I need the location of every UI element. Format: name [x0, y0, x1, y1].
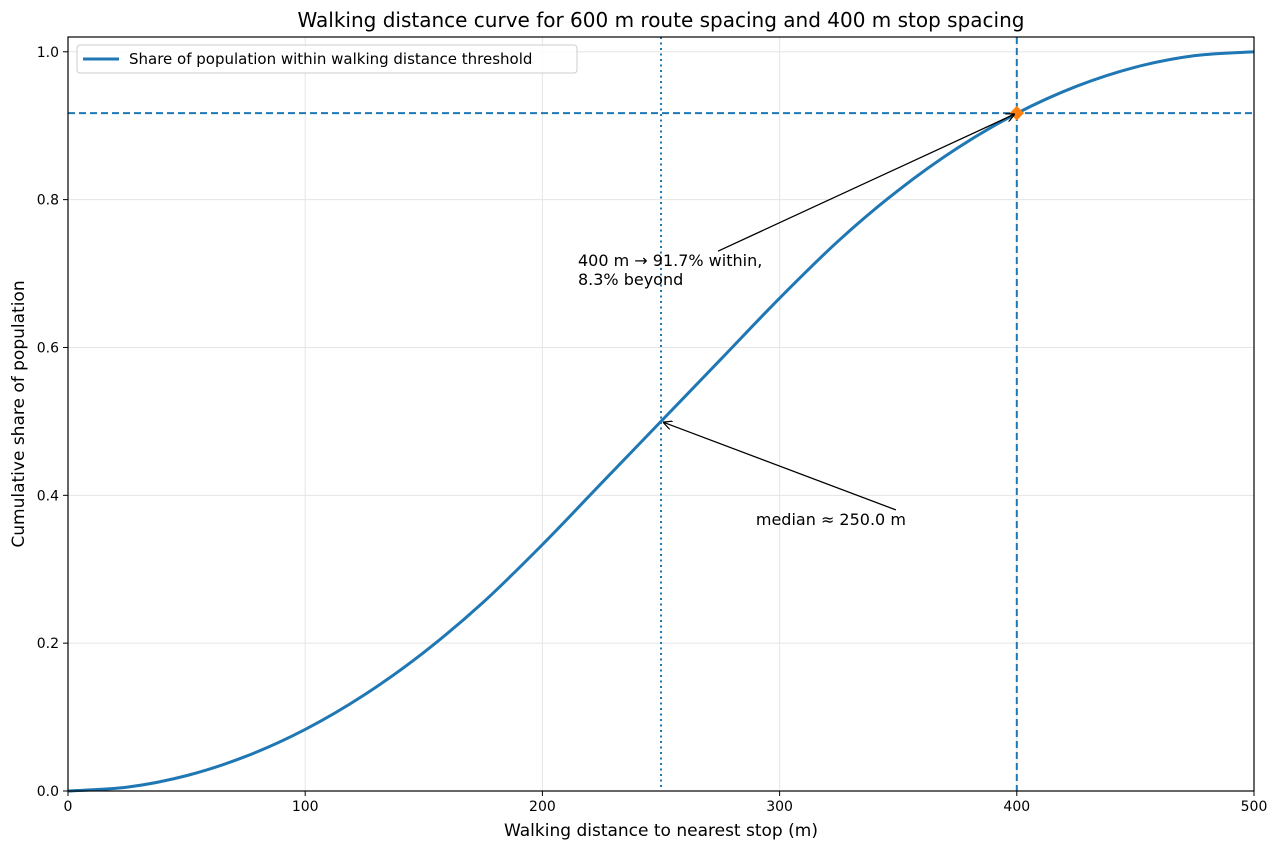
x-tick-label: 500: [1241, 799, 1268, 815]
tick-layer: 0 100 200 300 400 500 0.0 0.2 0.4 0.6 0.8 1.0: [37, 45, 1268, 815]
legend: Share of population within walking dista…: [76, 44, 578, 74]
legend-box: [76, 44, 578, 74]
x-tick-label: 200: [529, 799, 556, 815]
legend-entry: Share of population within walking dista…: [129, 50, 532, 68]
annotation-line: median ≈ 250.0 m: [756, 510, 906, 529]
chart-title: Walking distance curve for 600 m route s…: [298, 8, 1025, 32]
annotation-text: median ≈ 250.0 m: [756, 510, 906, 529]
plot-area-frame: [67, 36, 1255, 792]
x-axis-label: Walking distance to nearest stop (m): [504, 821, 818, 841]
annotation-line: 8.3% beyond: [578, 270, 683, 289]
y-axis-label: Cumulative share of population: [9, 280, 29, 547]
grid-layer: [67, 37, 1255, 792]
threshold-marker: [1009, 105, 1025, 121]
y-tick-label: 0.8: [37, 193, 59, 209]
x-tick-label: 400: [1003, 799, 1030, 815]
y-tick-label: 1.0: [37, 45, 59, 61]
reference-lines: [68, 37, 1254, 791]
series-layer: [67, 50, 1255, 793]
y-tick-label: 0.0: [37, 784, 59, 800]
x-tick-label: 0: [64, 799, 73, 815]
x-tick-label: 100: [292, 799, 319, 815]
annotation-layer: 400 m → 91.7% within, 8.3% beyond median ≈…: [578, 114, 1014, 529]
y-tick-label: 0.6: [37, 340, 59, 356]
annotation-text: 400 m → 91.7% within, 8.3% beyond: [578, 251, 762, 289]
y-tick-label: 0.4: [37, 488, 59, 504]
series-line: [67, 50, 1255, 793]
annotation-arrow: [664, 422, 897, 511]
y-tick-label: 0.2: [37, 636, 59, 652]
annotation-line: 400 m → 91.7% within,: [578, 251, 762, 270]
annotation-arrow: [717, 114, 1014, 252]
x-tick-label: 300: [766, 799, 793, 815]
